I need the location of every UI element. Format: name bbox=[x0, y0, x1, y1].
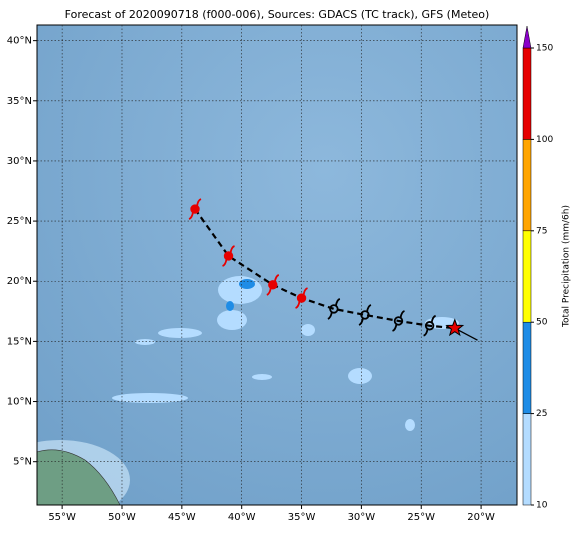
cyclone-core bbox=[296, 293, 307, 303]
colorbar-tick-label: 25 bbox=[536, 409, 547, 419]
cyclone-core bbox=[223, 251, 234, 261]
lat-tick-label: 15°N bbox=[7, 336, 32, 347]
overlay: 55°W 50°W 45°W 40°W 35°W 30°W 25°W 20°W 5°N 10°N 1… bbox=[7, 25, 553, 523]
cyclone-arm bbox=[266, 273, 280, 296]
cyclone-symbol bbox=[222, 245, 235, 267]
colorbar-tick-label: 10 bbox=[536, 501, 548, 511]
colorbar-tick-label: 75 bbox=[536, 226, 547, 236]
cyclone-core bbox=[329, 304, 339, 314]
cyclone-arm bbox=[327, 298, 341, 320]
cyclone-symbol bbox=[295, 287, 308, 309]
lat-tick-label: 20°N bbox=[7, 276, 32, 287]
cyclone-symbol bbox=[358, 304, 372, 326]
lat-tick-label: 25°N bbox=[7, 216, 32, 227]
lat-tick-label: 35°N bbox=[7, 96, 32, 107]
colorbar-segment bbox=[522, 47, 532, 140]
colorbar-label: Total Precipitation (mm/6h) bbox=[562, 205, 572, 328]
colorbar-tick-label: 150 bbox=[536, 44, 553, 54]
cyclone-core bbox=[424, 321, 435, 331]
cyclone-arm bbox=[358, 304, 372, 326]
cyclone-symbol bbox=[423, 314, 436, 337]
lon-tick-label: 50°W bbox=[108, 512, 136, 523]
lon-tick-label: 45°W bbox=[168, 512, 196, 523]
lat-tick-label: 40°N bbox=[7, 36, 32, 47]
colorbar-segment bbox=[522, 413, 532, 506]
lon-tick-label: 30°W bbox=[348, 512, 376, 523]
cyclone-arm bbox=[295, 287, 308, 309]
lon-tick-label: 55°W bbox=[48, 512, 76, 523]
cyclone-core bbox=[268, 280, 278, 290]
cyclone-core bbox=[190, 204, 200, 214]
cyclone-arm bbox=[188, 198, 202, 220]
precip-light bbox=[112, 276, 459, 431]
map-frame bbox=[36, 24, 518, 506]
cyclone-arm bbox=[392, 310, 405, 332]
land bbox=[37, 449, 121, 505]
colorbar-segment bbox=[522, 139, 532, 232]
cyclone-symbol bbox=[327, 298, 341, 320]
lat-tick-label: 5°N bbox=[13, 457, 32, 468]
cyclone-arm bbox=[423, 314, 436, 337]
cyclone-arm bbox=[222, 245, 235, 267]
cyclone-symbol bbox=[266, 273, 280, 296]
colorbar-tick-label: 50 bbox=[536, 318, 548, 328]
cyclone-core bbox=[360, 310, 370, 320]
lon-tick-label: 20°W bbox=[467, 512, 495, 523]
lat-tick-label: 10°N bbox=[7, 397, 32, 408]
sea bbox=[37, 25, 517, 505]
map-title: Forecast of 2020090718 (f000-006), Sourc… bbox=[65, 8, 490, 21]
track-line bbox=[194, 208, 455, 330]
cyclone-symbol bbox=[188, 198, 202, 220]
colorbar-segment bbox=[522, 321, 532, 414]
colorbar-tick-label: 100 bbox=[536, 135, 553, 145]
lon-tick-label: 40°W bbox=[228, 512, 256, 523]
cyclone-symbol bbox=[392, 310, 405, 332]
map-area bbox=[37, 25, 517, 505]
lon-tick-label: 35°W bbox=[288, 512, 316, 523]
lat-tick-label: 30°N bbox=[7, 156, 32, 167]
colorbar-segment bbox=[522, 230, 532, 323]
colorbar-extend bbox=[522, 25, 532, 49]
cyclone-core bbox=[393, 316, 404, 326]
lon-tick-label: 25°W bbox=[407, 512, 435, 523]
current-position bbox=[445, 318, 465, 337]
